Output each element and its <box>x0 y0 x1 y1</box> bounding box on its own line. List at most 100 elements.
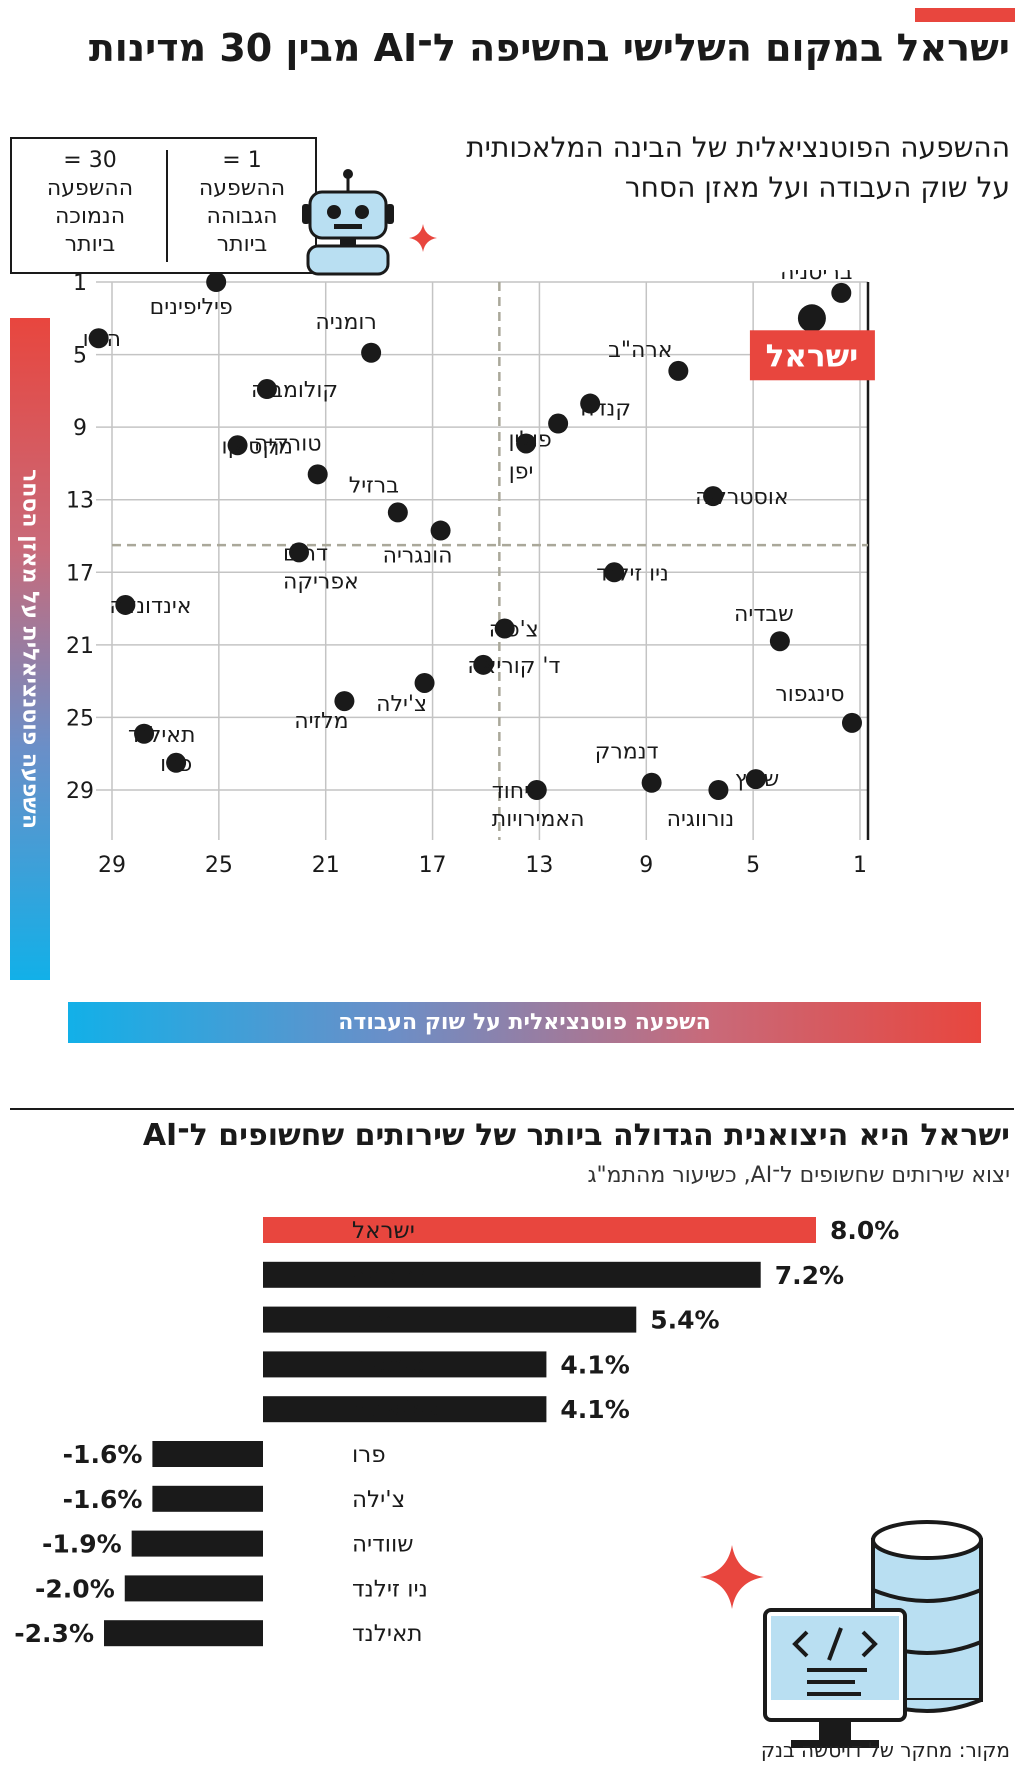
bar <box>152 1441 263 1467</box>
section-divider <box>10 1108 1014 1110</box>
bar-category-label: פיליפינים <box>352 1397 439 1423</box>
point-label: נורווגיה <box>667 807 735 832</box>
point-label: תאילנד <box>128 723 195 748</box>
robot-icon <box>302 169 394 276</box>
x-tick-label: 5 <box>746 853 760 878</box>
bar <box>124 1575 263 1602</box>
sparkle-star-icon <box>409 224 437 252</box>
bar-value-label: -2.0% <box>35 1574 115 1603</box>
point-label: ד' קוריאה <box>467 654 560 679</box>
x-tick-label: 21 <box>312 853 340 878</box>
y-tick-label: 5 <box>73 344 87 369</box>
scatter-point <box>334 691 355 712</box>
bar <box>263 1217 816 1243</box>
point-label: איחוד האמירויות <box>492 779 585 832</box>
x-tick-label: 25 <box>205 853 233 878</box>
y-tick-label: 25 <box>66 706 94 731</box>
point-label: טורקיה <box>254 431 322 456</box>
highlight-label-box <box>749 330 875 381</box>
scatter-point <box>206 272 227 292</box>
median-lines <box>112 282 868 840</box>
bar-chart-subtitle: יצוא שירותים שחשופים ל־AI, כשיעור מהתמ"ג <box>587 1163 1010 1188</box>
scatter-chart: 29 25 21 17 13 9 5 1 1 5 9 13 17 21 25 29 בריטניה ישראל א… <box>66 270 875 878</box>
y-tick-label: 9 <box>73 416 87 441</box>
bar-value-label: -2.3% <box>14 1619 94 1648</box>
scatter-point <box>387 502 408 523</box>
x-axis-label: השפעה פוטנציאלית על שוק העבודה <box>338 1010 711 1035</box>
point-label: הונגריה <box>383 544 453 569</box>
bar-category-label: תאילנד <box>352 1621 422 1647</box>
scatter-point <box>166 752 187 773</box>
scatter-point <box>494 618 515 639</box>
bar <box>263 1396 547 1423</box>
scatter-point <box>430 520 451 541</box>
scatter-point <box>414 672 435 693</box>
scatter-point <box>769 631 790 652</box>
scatter-point <box>115 594 136 615</box>
scatter-point <box>604 562 625 583</box>
point-label: מקסיקו <box>222 434 293 459</box>
point-label: דנמרק <box>595 740 659 765</box>
point-label: בריטניה <box>780 270 852 285</box>
subtitle-line-2: על שוק העבודה ועל מאזן הסחר <box>624 171 1010 204</box>
highlight-label: ישראל <box>766 338 859 374</box>
point-label: ברזיל <box>349 473 399 498</box>
y-tick-label: 29 <box>66 779 94 804</box>
point-label: פרו <box>160 752 192 777</box>
bar-value-label: 4.1% <box>560 1395 629 1424</box>
point-label: אוסטרליה <box>695 485 788 510</box>
legend-divider <box>166 150 168 262</box>
bar-category-label: ניו זילנד <box>352 1576 428 1602</box>
bar-value-label: 7.2% <box>775 1261 844 1290</box>
scatter-point <box>289 542 309 563</box>
bar-category-label: פרו <box>352 1442 386 1468</box>
scatter-points <box>88 272 862 800</box>
bar-value-label: 8.0% <box>830 1216 899 1245</box>
scatter-point <box>641 772 662 793</box>
bar <box>104 1620 263 1647</box>
point-label: רומניה <box>315 310 376 335</box>
point-label: פולין <box>509 428 552 453</box>
y-tick-label: 21 <box>66 634 94 659</box>
bar-value-label: -1.6% <box>63 1485 143 1514</box>
point-label-line: האמירויות <box>492 807 585 832</box>
bar <box>263 1261 761 1288</box>
scatter-point <box>526 780 547 800</box>
bar-value-label: 4.1% <box>560 1350 629 1379</box>
y-tick-label: 1 <box>73 271 87 296</box>
scatter-point <box>708 780 729 800</box>
scatter-point <box>841 712 862 733</box>
scatter-point <box>307 464 328 485</box>
x-tick-label: 17 <box>419 853 447 878</box>
legend-high-impact: 1 = ההשפעה הגבוהה ביותר <box>198 148 286 257</box>
point-label: מלזיה <box>294 709 348 734</box>
bar <box>152 1485 263 1512</box>
legend-low-impact: 30 = ההשפעה הנמוכה ביותר <box>46 148 134 257</box>
sparkle-star-icon <box>700 1545 764 1609</box>
axis-ticks: 29 25 21 17 13 9 5 1 1 5 9 13 17 21 25 29 <box>66 271 867 878</box>
bar-chart-title: ישראל היא היצואנית הגדולה ביותר של שירות… <box>142 1118 1010 1153</box>
point-label: אינדונזיה <box>109 594 191 619</box>
y-tick-label: 13 <box>66 489 94 514</box>
point-label: דרום אפריקה <box>283 541 359 594</box>
bar-marks: ישראל 8.0% בריטניה 7.2% הודו 5.4% סינגפור 4.1% פ… <box>14 1216 899 1648</box>
point-label: יפן <box>509 459 534 484</box>
server-database-icon <box>763 1520 983 1748</box>
point-label: שבדיה <box>734 602 794 627</box>
scatter-point <box>831 282 852 303</box>
bar <box>263 1306 637 1333</box>
point-label: פיליפינים <box>150 295 233 320</box>
scatter-point <box>668 360 689 381</box>
x-tick-label: 13 <box>525 853 553 878</box>
point-label-line: דרום <box>283 541 328 566</box>
bar <box>131 1530 263 1557</box>
x-tick-label: 1 <box>853 853 867 878</box>
point-label: הודו <box>83 327 121 352</box>
y-axis-label: השפעה פוטנציאלית על מאזן הסחר <box>17 469 43 829</box>
x-axis-title-bar: השפעה פוטנציאלית על שוק העבודה <box>68 1002 981 1043</box>
code-monitor-icon <box>763 1608 907 1748</box>
bar-category-label: שוודיה <box>352 1532 414 1558</box>
point-label: קנדה <box>580 397 631 422</box>
x-tick-label: 9 <box>639 853 653 878</box>
bar-category-label: ישראל <box>352 1218 415 1244</box>
